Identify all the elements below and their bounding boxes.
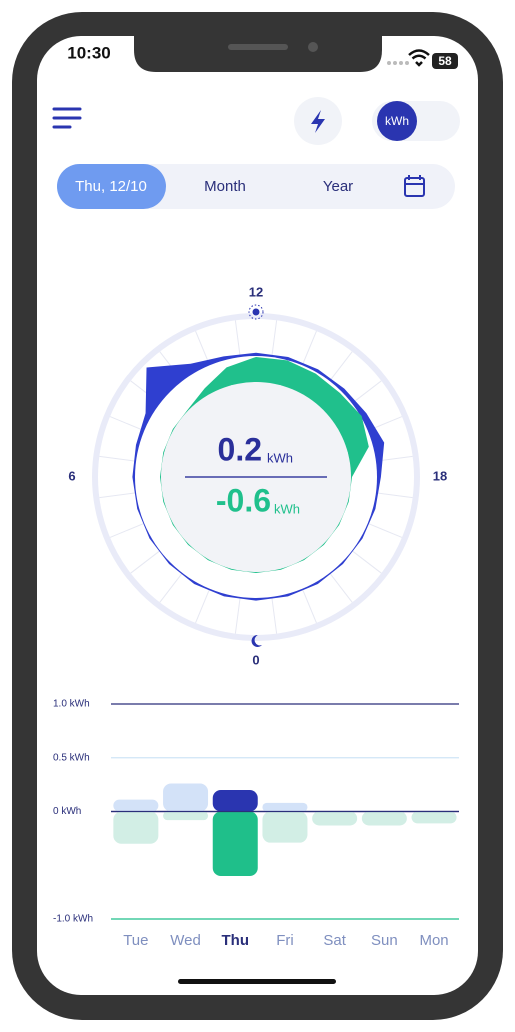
consumption-area <box>132 352 385 601</box>
dial-spoke <box>234 595 241 634</box>
bar <box>163 783 209 812</box>
wifi-icon <box>408 49 430 67</box>
dial-spoke <box>350 549 382 574</box>
bar <box>163 811 209 821</box>
net-unit: kWh <box>274 501 300 516</box>
hour-label: 18 <box>433 468 447 483</box>
dial-spoke <box>366 522 403 538</box>
x-tick-label[interactable]: Fri <box>276 932 294 949</box>
tab-year[interactable]: Year <box>323 178 353 195</box>
bar <box>312 811 358 826</box>
tab-month[interactable]: Month <box>204 178 246 195</box>
bar <box>361 811 407 826</box>
y-tick-label: -1.0 kWh <box>53 914 93 925</box>
speaker <box>228 44 288 50</box>
dial-spoke <box>301 587 317 624</box>
menu-button[interactable] <box>52 107 82 129</box>
bar <box>411 811 457 824</box>
bar-chart: 1.0 kWh 0.5 kWh 0 kWh -1.0 kWh Tue Wed Thu Fri S… <box>53 699 459 949</box>
hour-label: 12 <box>249 284 263 299</box>
x-tick-label[interactable]: Thu <box>222 932 250 949</box>
dial-spoke <box>328 571 353 603</box>
dial-spoke <box>301 330 317 367</box>
x-tick-label[interactable]: Sat <box>323 932 346 949</box>
camera <box>308 42 318 52</box>
dial-spoke <box>374 492 413 499</box>
x-tick-label[interactable]: Wed <box>170 932 201 949</box>
tab-day[interactable]: Thu, 12/10 <box>75 178 147 195</box>
home-indicator <box>178 979 336 984</box>
bar <box>113 811 159 844</box>
bar <box>262 811 308 843</box>
net-value: -0.6 <box>216 482 271 518</box>
battery-level: 58 <box>438 54 452 68</box>
bar <box>212 811 258 876</box>
dial-spoke <box>109 522 146 538</box>
bar <box>113 799 159 812</box>
total-unit: kWh <box>267 450 293 465</box>
hour-label: 6 <box>68 468 75 483</box>
moon-icon <box>251 634 262 647</box>
status-time: 10:30 <box>67 43 110 62</box>
dial-spoke <box>350 380 382 405</box>
y-tick-label: 0 kWh <box>53 806 81 817</box>
signal <box>387 61 409 65</box>
total-value: 0.2 <box>218 431 262 467</box>
sun-rays <box>248 304 264 320</box>
dial-spoke <box>109 416 146 432</box>
bolt-icon <box>311 110 325 133</box>
tab-selected-bg <box>57 164 166 209</box>
dial-spoke <box>328 351 353 383</box>
dial-spoke <box>130 549 162 574</box>
unit-toggle-knob <box>377 101 417 141</box>
battery <box>432 53 458 69</box>
bar <box>212 790 258 812</box>
dial-spoke <box>271 595 278 634</box>
calendar-button[interactable] <box>404 175 425 197</box>
y-tick-label: 1.0 kWh <box>53 699 90 710</box>
dial-spoke <box>99 492 138 499</box>
sun-icon <box>251 307 261 317</box>
unit-label: kWh <box>385 114 409 128</box>
x-tick-label[interactable]: Mon <box>419 932 448 949</box>
hour-label: 0 <box>252 652 259 667</box>
dial-spoke <box>271 320 278 359</box>
dial-spoke <box>99 455 138 462</box>
dial-spoke <box>234 320 241 359</box>
x-tick-label[interactable]: Sun <box>371 932 398 949</box>
bar <box>262 802 308 812</box>
dial-spoke <box>159 571 184 603</box>
y-tick-label: 0.5 kWh <box>53 752 90 763</box>
notch <box>134 36 382 72</box>
dial-spoke <box>195 587 211 624</box>
x-tick-label[interactable]: Tue <box>123 932 148 949</box>
